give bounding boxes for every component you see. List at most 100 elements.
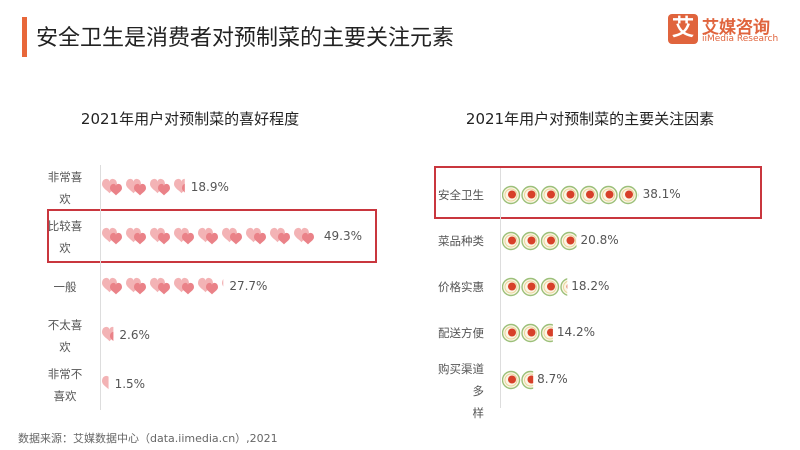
heart-icon (198, 227, 218, 245)
category-label-line: 购买渠道多 (438, 362, 484, 398)
category-label-line: 非常喜 (47, 170, 83, 184)
category-label-line: 样 (472, 406, 485, 420)
pictogram-bar (102, 227, 314, 245)
category-label-line: 欢 (59, 192, 71, 206)
category-label: 比较喜欢 (44, 215, 86, 259)
dish-icon (521, 277, 540, 297)
dish-icon (521, 323, 540, 343)
dish-icon (638, 192, 639, 198)
dish-icon (540, 185, 560, 205)
category-label-line: 价格实惠 (438, 280, 484, 294)
category-label: 配送方便 (432, 322, 484, 344)
value-label: 18.9% (190, 180, 229, 194)
category-label-line: 菜品种类 (438, 234, 484, 248)
category-label-line: 欢 (59, 340, 71, 354)
heart-icon (150, 178, 170, 196)
heart-icon (294, 227, 314, 245)
dish-icon (521, 370, 534, 390)
heart-icon (126, 178, 146, 196)
pictogram-bar (102, 375, 109, 390)
value-label: 2.6% (119, 328, 150, 342)
heart-icon (198, 277, 218, 295)
category-label: 价格实惠 (432, 276, 484, 298)
category-label: 购买渠道多样 (432, 358, 484, 424)
dish-icon (502, 370, 521, 390)
dish-icon (502, 277, 521, 297)
category-label-line: 喜欢 (53, 389, 77, 403)
pictogram-bar (102, 326, 114, 342)
pictogram-bar (502, 185, 639, 205)
page-title: 安全卫生是消费者对预制菜的主要关注元素 (36, 26, 455, 51)
heart-icon (246, 227, 266, 245)
value-label: 18.2% (571, 279, 610, 293)
heart-icon (174, 227, 194, 245)
logo: 艾 艾媒咨询 iiMedia Research (668, 14, 778, 46)
heart-icon (102, 178, 122, 196)
heart-icon (222, 279, 224, 287)
dish-icon (599, 185, 618, 205)
value-label: 49.3% (323, 229, 363, 243)
category-label-line: 非常不 (47, 367, 83, 381)
pictogram-bar (502, 231, 577, 251)
pictogram-bar (502, 323, 553, 343)
pictogram-bar (502, 370, 534, 390)
chart-title-preference: 2021年用户对预制菜的喜好程度 (80, 110, 300, 128)
dish-icon (560, 231, 577, 251)
heart-icon (150, 227, 170, 245)
axis-concerns (500, 168, 501, 408)
value-label: 27.7% (229, 279, 268, 293)
category-label: 非常不 喜欢 (44, 363, 86, 407)
dish-icon (618, 185, 638, 205)
logo-name-en: iiMedia Research (702, 34, 779, 44)
dish-icon (521, 231, 540, 251)
category-label: 非常喜欢 (44, 166, 86, 210)
category-label: 一般 (44, 276, 86, 298)
heart-icon (102, 277, 122, 295)
dish-icon (560, 185, 579, 205)
pictogram-bar (102, 277, 224, 295)
category-label-line: 一般 (53, 280, 77, 294)
category-label: 安全卫生 (432, 184, 484, 206)
dish-icon (540, 323, 553, 343)
heart-icon (270, 227, 290, 245)
dish-icon (521, 185, 540, 205)
dish-icon (502, 323, 521, 343)
heart-icon (126, 227, 146, 245)
dish-icon (540, 277, 560, 297)
source-note: 数据来源：艾媒数据中心（data.iimedia.cn）,2021 (18, 432, 278, 445)
heart-icon (102, 227, 122, 245)
value-label: 8.7% (537, 372, 568, 386)
heart-icon (174, 277, 194, 295)
heart-icon (102, 326, 114, 342)
heart-icon (126, 277, 146, 295)
dish-icon (560, 278, 568, 296)
highlight-box-preference (47, 209, 377, 263)
chart-title-concerns: 2021年用户对预制菜的主要关注因素 (465, 110, 715, 128)
logo-name: 艾媒咨询 (702, 18, 770, 38)
category-label-line: 安全卫生 (438, 188, 484, 202)
value-label: 1.5% (114, 377, 146, 391)
heart-icon (222, 227, 242, 245)
dish-icon (540, 231, 560, 251)
category-label: 不太喜欢 (44, 314, 86, 358)
heart-icon (174, 178, 185, 194)
heart-icon (150, 277, 170, 295)
dish-icon (579, 185, 599, 205)
dish-icon (502, 185, 521, 205)
axis-preference (100, 165, 101, 410)
title-accent-bar (22, 17, 27, 57)
highlight-box-concerns (434, 166, 762, 219)
category-label-line: 比较喜 (47, 219, 83, 233)
value-label: 38.1% (642, 187, 681, 201)
category-label-line: 欢 (59, 241, 71, 255)
category-label: 菜品种类 (432, 230, 484, 252)
category-label-line: 配送方便 (438, 326, 484, 340)
logo-mark: 艾 (668, 14, 698, 44)
pictogram-bar (102, 178, 185, 196)
heart-icon (102, 375, 109, 390)
value-label: 20.8% (580, 233, 619, 247)
pictogram-bar (502, 277, 568, 297)
dish-icon (502, 231, 521, 251)
category-label-line: 不太喜 (47, 318, 83, 332)
